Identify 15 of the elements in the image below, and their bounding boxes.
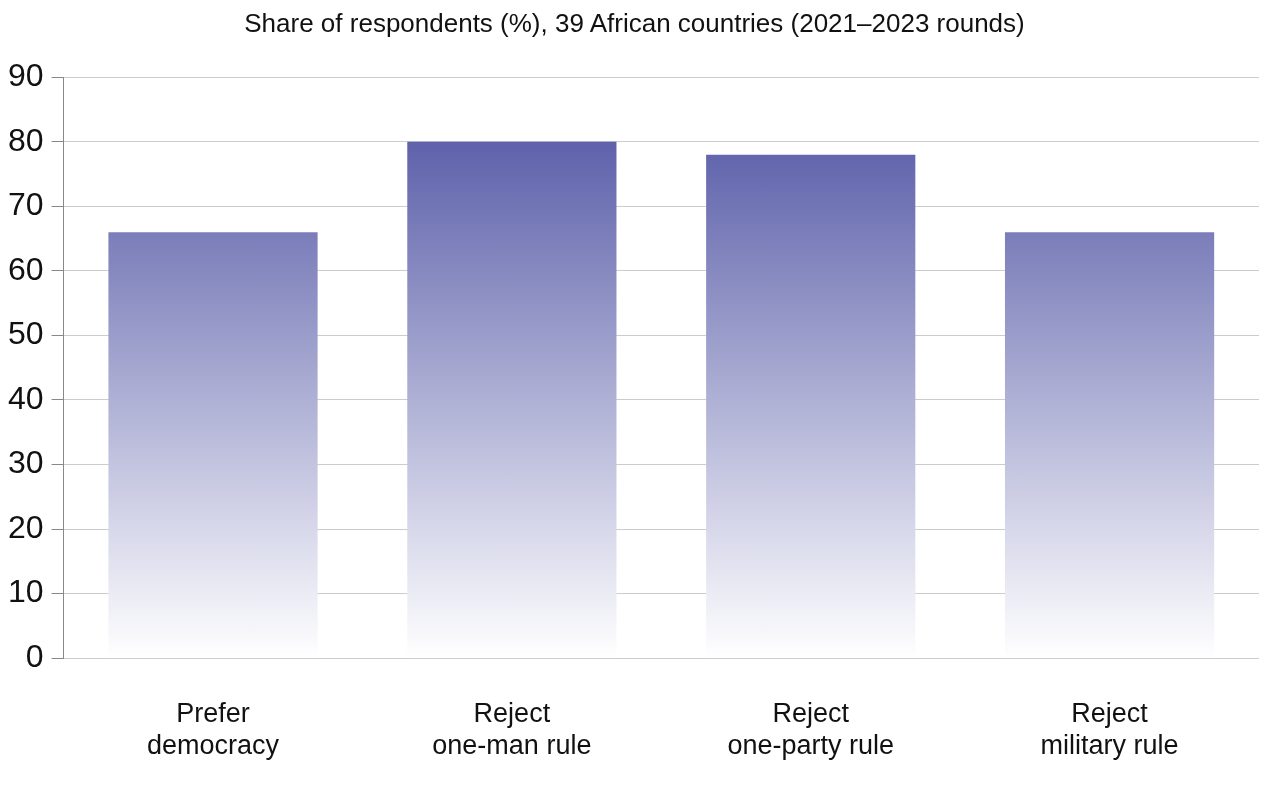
x-tick-label: Prefer democracy xyxy=(147,697,280,761)
y-tick-label: 80 xyxy=(8,121,44,158)
chart-title: Share of respondents (%), 39 African countries (2021–2023 rounds) xyxy=(243,8,1026,39)
y-tick-label: 70 xyxy=(8,186,44,223)
y-tick-label: 40 xyxy=(8,379,44,416)
y-tick-label: 20 xyxy=(8,508,44,545)
y-tick-label: 0 xyxy=(25,638,44,675)
x-tick-label: Reject one-party rule xyxy=(727,697,895,761)
y-tick-label: 30 xyxy=(8,444,44,481)
x-tick-label: Reject one-man rule xyxy=(432,697,592,761)
y-tick-label: 10 xyxy=(8,573,44,610)
y-tick-label: 50 xyxy=(8,315,44,352)
x-tick-label: Reject military rule xyxy=(1040,697,1179,761)
y-tick-label: 60 xyxy=(8,250,44,287)
y-tick-label: 90 xyxy=(8,57,44,94)
